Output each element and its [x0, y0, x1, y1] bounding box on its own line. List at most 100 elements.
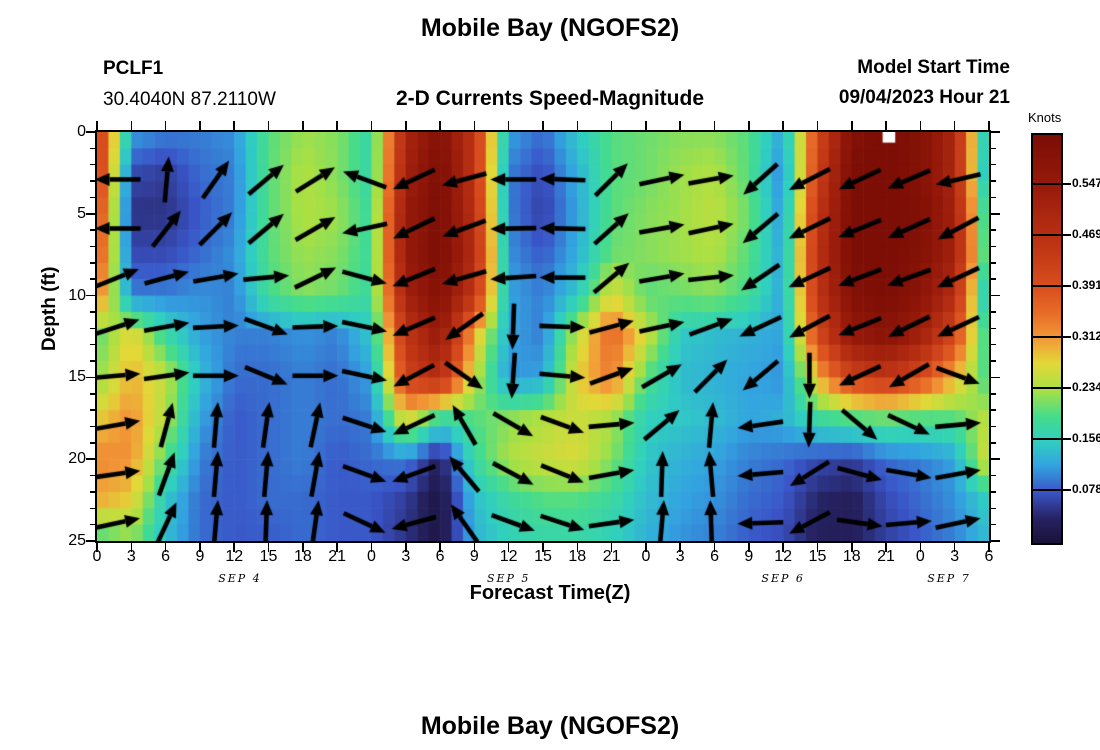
- colorbar-tick-stub: [1063, 182, 1071, 185]
- axis-tick: [782, 543, 784, 552]
- axis-tick: [96, 543, 98, 552]
- chart-subtitle: 2-D Currents Speed-Magnitude: [395, 87, 705, 110]
- axis-tick: [86, 458, 95, 460]
- axis-tick: [991, 409, 996, 411]
- colorbar-tick-label: 0.547: [1072, 175, 1100, 190]
- axis-tick: [991, 163, 996, 166]
- axis-tick: [507, 543, 510, 552]
- axis-tick: [919, 121, 922, 130]
- axis-tick: [610, 543, 613, 552]
- axis-tick: [90, 409, 95, 411]
- axis-tick: [713, 543, 716, 552]
- axis-tick: [90, 327, 95, 330]
- x-tick-label: 12: [499, 548, 518, 565]
- x-axis-label: Forecast Time(Z): [469, 582, 631, 604]
- axis-tick: [86, 540, 95, 542]
- currents-heatmap-canvas: [97, 132, 989, 541]
- colorbar-gradient: [1033, 135, 1061, 543]
- axis-tick: [851, 121, 853, 130]
- axis-tick: [473, 543, 476, 552]
- axis-tick: [96, 121, 98, 130]
- axis-tick: [90, 491, 95, 493]
- colorbar-tick-line: [1033, 284, 1061, 287]
- axis-tick: [90, 442, 95, 444]
- axis-tick: [336, 121, 338, 130]
- colorbar-tick-line: [1033, 387, 1061, 390]
- axis-tick: [302, 121, 304, 130]
- axis-tick: [748, 543, 750, 552]
- axis-tick: [542, 543, 544, 552]
- axis-tick: [370, 121, 373, 130]
- axis-tick: [816, 543, 819, 552]
- axis-tick: [86, 376, 95, 379]
- x-tick-label: 12: [774, 548, 793, 565]
- axis-tick: [90, 425, 95, 428]
- axis-tick: [405, 543, 407, 552]
- colorbar-tick-label: 0.312: [1072, 329, 1100, 344]
- axis-tick: [885, 121, 887, 130]
- x-tick-label: 6: [984, 548, 994, 565]
- plot-frame: [95, 130, 991, 543]
- axis-tick: [576, 543, 579, 552]
- day-label: SEP 6: [761, 572, 805, 585]
- x-tick-label: 12: [225, 548, 244, 565]
- axis-tick: [439, 543, 441, 552]
- colorbar-tick-label: 0.156: [1072, 431, 1100, 446]
- axis-tick: [988, 543, 990, 552]
- x-tick-label: 21: [877, 548, 895, 565]
- x-tick-label: 9: [195, 548, 205, 565]
- axis-tick: [164, 543, 167, 552]
- x-tick-label: 21: [602, 548, 621, 565]
- axis-tick: [405, 121, 407, 130]
- x-tick-label: 6: [161, 548, 171, 565]
- colorbar-tick-stub: [1063, 438, 1071, 441]
- axis-tick: [991, 311, 996, 313]
- axis-tick: [90, 360, 95, 362]
- x-tick-label: 3: [401, 548, 411, 565]
- axis-tick: [991, 376, 1000, 379]
- axis-tick: [991, 507, 996, 510]
- axis-tick: [991, 229, 996, 231]
- x-tick-label: 15: [259, 548, 278, 565]
- model-start-value: 09/04/2023 Hour 21: [838, 87, 1010, 108]
- axis-tick: [748, 121, 750, 130]
- axis-tick: [991, 213, 1000, 215]
- axis-tick: [991, 245, 996, 248]
- axis-tick: [86, 294, 95, 297]
- axis-tick: [90, 196, 95, 199]
- axis-tick: [885, 543, 887, 552]
- colorbar-tick-line: [1033, 233, 1061, 236]
- axis-tick: [90, 507, 95, 510]
- station-id: PCLF1: [103, 58, 164, 79]
- model-start-label: Model Start Time: [857, 57, 1010, 78]
- colorbar-tick-stub: [1063, 336, 1071, 339]
- x-tick-label: 15: [808, 548, 827, 565]
- colorbar-tick-stub: [1063, 387, 1071, 390]
- axis-tick: [86, 213, 95, 215]
- day-label: SEP 5: [486, 572, 531, 585]
- y-axis-label: Depth (ft): [39, 266, 60, 351]
- axis-tick: [782, 121, 784, 130]
- axis-tick: [991, 343, 996, 346]
- axis-tick: [991, 278, 996, 280]
- axis-tick: [90, 523, 95, 526]
- colorbar-tick-stub: [1063, 233, 1071, 236]
- axis-tick: [991, 147, 996, 150]
- axis-tick: [988, 121, 990, 130]
- axis-tick: [679, 543, 681, 552]
- colorbar-tick-stub: [1063, 489, 1071, 492]
- axis-tick: [130, 543, 133, 552]
- axis-tick: [439, 121, 441, 130]
- axis-tick: [645, 121, 647, 130]
- axis-tick: [130, 121, 133, 130]
- colorbar: [1031, 133, 1063, 545]
- axis-tick: [336, 543, 338, 552]
- colorbar-tick-line: [1033, 438, 1061, 441]
- axis-tick: [302, 543, 304, 552]
- page-title: Mobile Bay (NGOFS2): [420, 14, 680, 42]
- colorbar-tick-label: 0.234: [1072, 380, 1100, 395]
- axis-tick: [90, 229, 95, 231]
- axis-tick: [991, 393, 996, 395]
- station-coordinates: 30.4040N 87.2110W: [103, 89, 276, 110]
